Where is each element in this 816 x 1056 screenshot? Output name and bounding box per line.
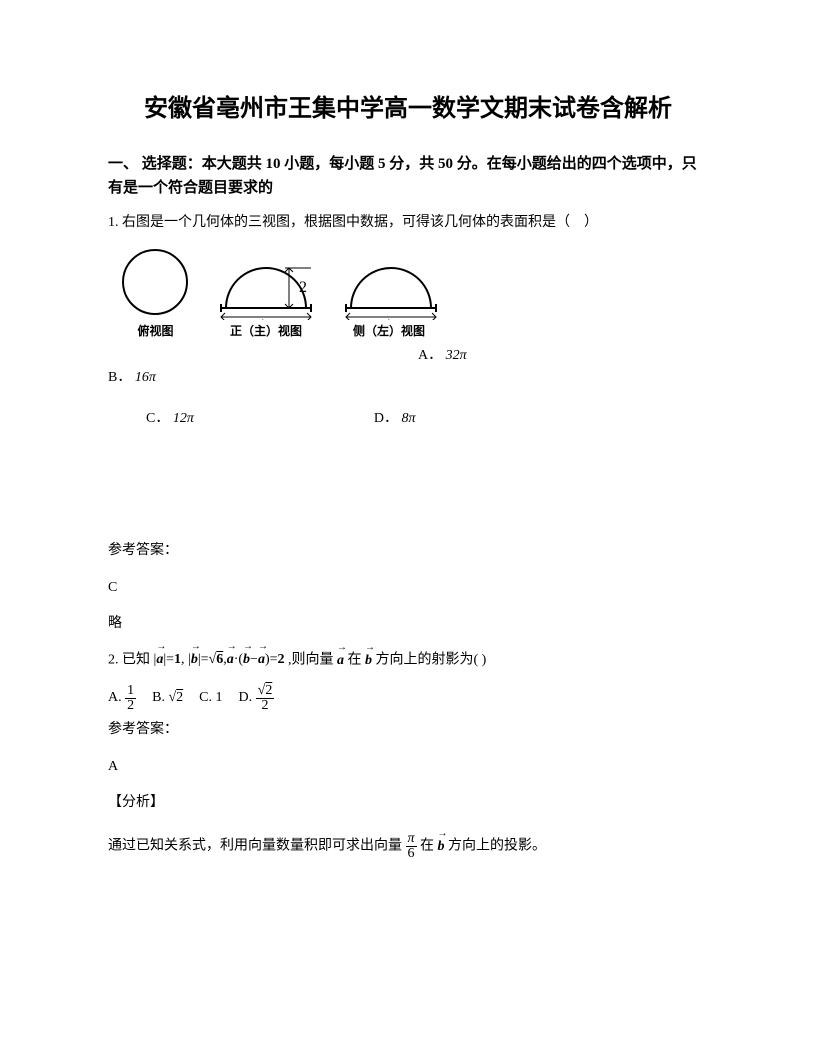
- q2-optC: C. 1: [199, 687, 222, 709]
- q1-answer-label: 参考答案：: [108, 540, 708, 562]
- q2-vec-a: a: [337, 650, 344, 672]
- analysis-part2: 在: [420, 839, 434, 854]
- q2-suffix: 方向上的射影为( ): [376, 653, 487, 668]
- q2-condition: |a|=1, |b|=√6, a·(b−a)=2: [154, 649, 285, 671]
- semicircle-front-icon: 2 4: [211, 260, 321, 320]
- q2-mid: ,则向量: [288, 653, 334, 668]
- q2-optB: B. √2: [152, 687, 183, 709]
- document-title: 安徽省亳州市王集中学高一数学文期末试卷含解析: [108, 90, 708, 128]
- fig-top-label: 俯视图: [137, 322, 173, 341]
- q2-optD: D. √22: [239, 684, 275, 713]
- fig-top-view: 俯视图: [118, 245, 193, 341]
- q2-answer: A: [108, 756, 708, 778]
- optD-val: 8π: [401, 408, 415, 430]
- svg-text:2: 2: [299, 279, 307, 296]
- fig-front-label: 正（主）视图: [230, 322, 302, 341]
- q2-options: A. 12 B. √2 C. 1 D. √22: [108, 684, 708, 713]
- optC-prefix: C．: [146, 408, 169, 430]
- analysis-part3: 方向上的投影。: [448, 839, 546, 854]
- q2-optA: A. 12: [108, 684, 136, 713]
- optA-val: 32π: [446, 345, 467, 367]
- q1-answer-block: 参考答案： C 略: [108, 540, 708, 635]
- fig-front-view: 2 4 正（主）视图: [211, 260, 321, 341]
- q1-answer: C: [108, 577, 708, 599]
- optA-prefix: A．: [418, 345, 442, 367]
- optB-prefix: B．: [108, 367, 131, 389]
- q1-explain: 略: [108, 613, 708, 635]
- analysis-vec-b: b: [438, 836, 445, 858]
- question-2-text: 2. 已知 |a|=1, |b|=√6, a·(b−a)=2 ,则向量 a 在 …: [108, 649, 708, 672]
- section-header: 一、 选择题：本大题共 10 小题，每小题 5 分，共 50 分。在每小题给出的…: [108, 152, 708, 200]
- optC-val: 12π: [173, 408, 194, 430]
- analysis-frac: π6: [406, 832, 417, 861]
- q2-mid2: 在: [348, 653, 362, 668]
- q1-option-line3: C． 12π D． 8π: [108, 408, 708, 430]
- svg-text:4: 4: [257, 317, 265, 320]
- circle-icon: [118, 245, 193, 320]
- fig-side-label: 侧（左）视图: [353, 322, 425, 341]
- q1-option-line1: A． 32π: [108, 345, 708, 367]
- fig-side-view: 4 侧（左）视图: [339, 260, 439, 341]
- question-1-text: 1. 右图是一个几何体的三视图，根据图中数据，可得该几何体的表面积是（ ）: [108, 212, 708, 234]
- svg-text:4: 4: [383, 317, 391, 320]
- q2-analysis-text: 通过已知关系式，利用向量数量积即可求出向量 π6 在 b 方向上的投影。: [108, 832, 708, 861]
- q1-option-line2: B． 16π: [108, 367, 708, 389]
- analysis-part1: 通过已知关系式，利用向量数量积即可求出向量: [108, 839, 402, 854]
- optB-val: 16π: [135, 367, 156, 389]
- q2-vec-b: b: [365, 650, 372, 672]
- q1-figures: 俯视图 2 4 正（主）视图 4: [118, 245, 708, 341]
- q2-prefix: 2. 已知: [108, 653, 150, 668]
- q2-answer-label: 参考答案：: [108, 719, 708, 741]
- semicircle-side-icon: 4: [339, 260, 439, 320]
- q2-analysis-label: 【分析】: [108, 792, 708, 814]
- optD-prefix: D．: [374, 408, 398, 430]
